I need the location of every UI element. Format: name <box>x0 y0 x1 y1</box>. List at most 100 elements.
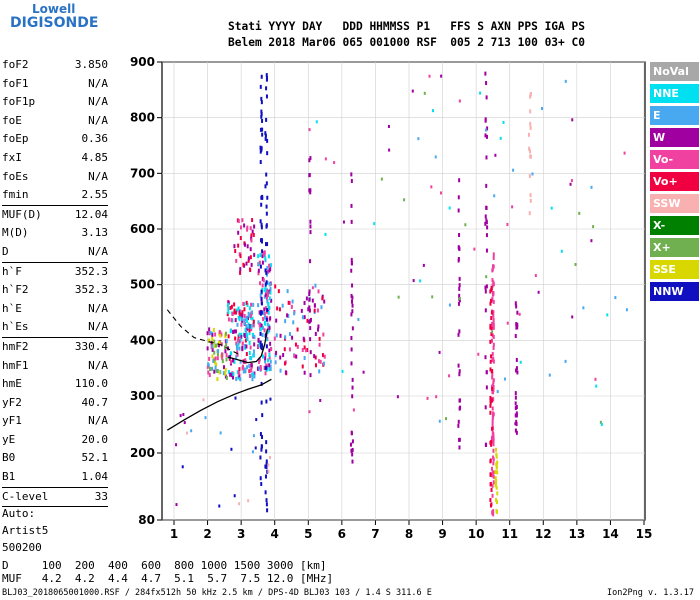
echo-point <box>225 331 228 336</box>
echo-point <box>237 243 240 248</box>
param-value: 3.850 <box>74 58 108 71</box>
echo-point <box>265 344 268 349</box>
echo-point <box>484 214 487 219</box>
param-row: yF1 N/A <box>2 412 108 431</box>
echo-point <box>284 335 287 340</box>
echo-point <box>261 325 264 330</box>
echo-point <box>491 330 494 334</box>
echo-point <box>485 95 488 100</box>
echo-point <box>514 401 517 406</box>
echo-point <box>186 431 189 435</box>
echo-point <box>213 369 216 374</box>
echo-point <box>491 430 494 435</box>
echo-point <box>490 332 493 337</box>
echo-point <box>214 356 217 361</box>
echo-point <box>515 419 518 424</box>
echo-point <box>448 303 451 307</box>
echo-point <box>514 413 517 418</box>
echo-point <box>457 363 460 368</box>
echo-point <box>252 349 255 354</box>
echo-point <box>528 174 531 179</box>
echo-point <box>249 368 252 373</box>
echo-point <box>499 136 502 140</box>
echo-point <box>479 91 482 95</box>
echo-point <box>239 359 242 364</box>
echo-point <box>211 347 214 352</box>
echo-point <box>412 279 415 283</box>
param-value: 52.1 <box>81 451 109 465</box>
echo-point <box>594 377 597 381</box>
echo-point <box>179 414 182 418</box>
echo-point <box>491 510 494 515</box>
echo-point <box>269 364 272 369</box>
echo-point <box>231 375 234 380</box>
param-row: foF1 N/A <box>2 75 108 94</box>
echo-point <box>318 369 321 374</box>
echo-point <box>225 376 228 381</box>
echo-point <box>211 336 214 341</box>
echo-point <box>175 443 178 447</box>
echo-point <box>495 464 498 469</box>
echo-point <box>351 299 354 304</box>
param-row: foF1p N/A <box>2 93 108 112</box>
x-tick-label: 3 <box>237 527 245 541</box>
echo-point <box>350 347 353 352</box>
echo-point <box>222 371 225 376</box>
echo-point <box>247 499 250 503</box>
echo-point <box>260 100 263 105</box>
echo-point <box>241 313 244 318</box>
echo-point <box>503 377 506 381</box>
echo-point <box>249 268 252 273</box>
echo-point <box>309 317 312 322</box>
echo-point <box>570 179 573 183</box>
legend-item: NNE <box>650 84 699 103</box>
echo-point <box>235 258 238 263</box>
echo-point <box>496 390 499 394</box>
echo-point <box>225 357 228 362</box>
echo-point <box>518 312 521 316</box>
echo-point <box>350 203 353 208</box>
echo-point <box>264 258 267 263</box>
echo-point <box>490 316 493 321</box>
echo-point <box>246 365 249 370</box>
echo-point <box>224 371 227 376</box>
echo-point <box>268 282 271 287</box>
echo-point <box>606 313 609 317</box>
echo-point <box>259 476 262 481</box>
echo-point <box>268 363 271 368</box>
echo-point <box>260 381 263 386</box>
param-name: foF1p <box>2 95 36 109</box>
echo-point <box>259 264 262 269</box>
echo-point <box>496 491 499 496</box>
echo-point <box>490 487 493 492</box>
echo-point <box>514 301 517 306</box>
echo-point <box>265 337 268 342</box>
echo-point <box>209 330 212 335</box>
echo-point <box>317 289 320 294</box>
echo-point <box>234 249 237 254</box>
echo-point <box>211 333 214 338</box>
x-tick-label: 13 <box>569 527 586 541</box>
echo-point <box>308 128 311 132</box>
param-row: h`F2 352.3 <box>2 281 108 300</box>
param-name: yE <box>2 432 16 446</box>
y-tick-label: 900 <box>130 55 155 69</box>
echo-point <box>260 434 263 439</box>
echo-point <box>515 322 518 327</box>
echo-point <box>322 353 325 358</box>
echo-point <box>227 306 230 311</box>
echo-point <box>351 452 354 457</box>
echo-point <box>227 310 230 315</box>
echo-point <box>321 296 324 301</box>
echo-point <box>233 308 236 313</box>
echo-point <box>269 316 272 321</box>
echo-point <box>492 322 495 327</box>
echo-point <box>248 328 251 333</box>
echo-point <box>492 334 495 339</box>
echo-point <box>529 125 532 130</box>
echo-point <box>491 422 494 427</box>
echo-point <box>220 342 223 347</box>
echo-point <box>234 329 237 334</box>
echo-point <box>261 283 264 288</box>
echo-point <box>515 304 518 309</box>
